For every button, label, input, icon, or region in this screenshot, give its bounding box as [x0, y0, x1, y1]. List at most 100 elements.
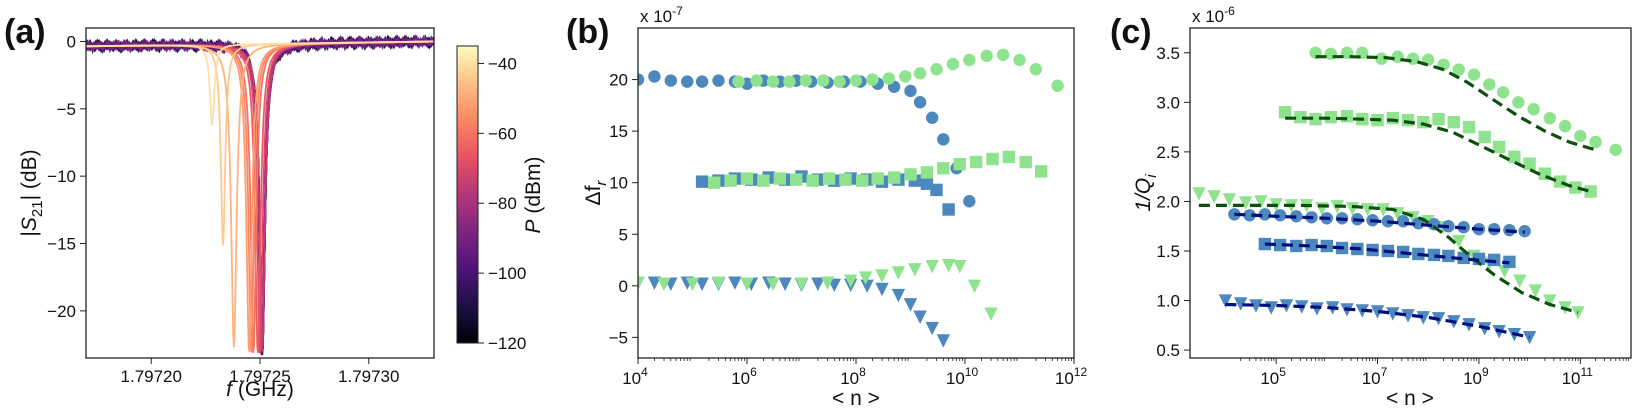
data-point-triangle [728, 276, 742, 290]
panel-c: (c) x 10-6 105 107 109 1011 0.5 1.0 1.5 2.0 2.5… [1110, 4, 1632, 410]
data-point-triangle [1218, 294, 1233, 308]
panel-a-y-ticks: 0 −5 −10 −15 −20 [47, 32, 86, 321]
data-point-triangle [766, 277, 780, 291]
data-point-triangle [953, 260, 967, 274]
panel-a-curves [86, 33, 434, 356]
data-point-circle [1483, 78, 1496, 91]
x-tick-label: 1012 [1055, 365, 1088, 388]
data-point-circle [980, 49, 993, 63]
fit-line [1234, 212, 1525, 234]
data-point-square [1492, 140, 1506, 154]
data-point-circle [1574, 129, 1587, 143]
data-point-circle [1512, 96, 1525, 109]
data-point-square [930, 183, 943, 197]
data-point-square [806, 174, 819, 187]
panel-b-label: (b) [566, 13, 609, 51]
y-tick-label: −5 [57, 100, 76, 119]
x-tick-label: 104 [622, 365, 648, 388]
panel-b-x-axis-label: < n > [832, 387, 880, 410]
data-point-circle [937, 133, 950, 146]
data-point-square [790, 173, 803, 186]
colorbar-label: P (dBm) [522, 156, 545, 233]
data-point-triangle [858, 271, 873, 285]
y-tick-label: 2.0 [1156, 192, 1180, 211]
data-point-circle [783, 75, 796, 88]
data-point-triangle [1310, 302, 1324, 316]
data-point-triangle [778, 277, 792, 291]
panel-c-x-axis-label: < n > [1386, 387, 1434, 410]
data-point-triangle [695, 277, 709, 291]
data-point-circle [638, 73, 645, 86]
colorbar-tick-label: −60 [488, 124, 517, 143]
data-point-circle [1527, 103, 1540, 116]
y-tick-label: 0 [67, 32, 76, 51]
data-point-triangle [1254, 195, 1268, 209]
panel-b: (b) x 10-7 104 106 108 1010 1012 −505101520 … [566, 4, 1087, 410]
fit-line [1285, 116, 1592, 194]
x-tick-label: 107 [1362, 365, 1388, 388]
panel-c-x-ticks: 105 107 109 1011 [1240, 358, 1630, 388]
markers-group [1192, 46, 1622, 345]
data-point-triangle [1233, 297, 1248, 311]
x-tick-label: 105 [1260, 365, 1286, 388]
data-point-square [1432, 112, 1445, 126]
trace-line [86, 40, 434, 125]
data-point-circle [1609, 143, 1622, 157]
data-point-triangle [891, 288, 906, 303]
panel-b-y-axis-label: Δfr [582, 180, 610, 206]
x-tick-label: 109 [1463, 365, 1489, 388]
data-point-triangle [685, 277, 700, 291]
data-point-triangle [740, 277, 754, 291]
panel-c-label: (c) [1110, 13, 1152, 51]
data-point-circle [648, 70, 661, 83]
data-point-triangle [1416, 311, 1431, 325]
data-point-circle [913, 67, 927, 80]
y-tick-label: 10 [609, 174, 628, 193]
data-point-square [839, 173, 852, 186]
data-point-square [937, 162, 950, 175]
data-point-triangle [936, 334, 951, 348]
data-point-square [1019, 155, 1032, 169]
data-point-triangle [903, 298, 918, 312]
colorbar-tick-label: −100 [488, 264, 526, 283]
data-point-square [920, 166, 934, 179]
y-tick-label: 0.5 [1156, 341, 1180, 360]
data-point-circle [1375, 52, 1388, 65]
x-tick-label: 1010 [946, 365, 979, 388]
data-point-triangle [1386, 307, 1400, 321]
data-point-circle [849, 74, 863, 87]
panel-c-frame [1189, 27, 1632, 359]
data-point-triangle [1522, 330, 1537, 345]
data-point-circle [1228, 208, 1241, 221]
y-tick-label: 5 [619, 225, 628, 244]
data-point-triangle [1222, 193, 1237, 207]
data-point-square [856, 174, 869, 187]
data-point-triangle [1513, 274, 1527, 288]
data-point-circle [1243, 209, 1256, 222]
data-point-circle [899, 70, 912, 83]
panel-b-y-ticks: −5 0 5 10 15 20 [609, 71, 638, 347]
panel-a-label: (a) [4, 13, 46, 51]
data-point-triangle [925, 321, 939, 336]
data-point-circle [816, 74, 830, 87]
data-point-square [1273, 238, 1287, 252]
colorbar-tick-label: −120 [488, 334, 526, 353]
data-point-square [695, 175, 709, 188]
panel-c-y-ticks: 0.5 1.0 1.5 2.0 2.5 3.0 3.5 [1156, 44, 1190, 360]
data-point-circle [1029, 63, 1043, 76]
data-point-triangle [844, 274, 858, 288]
data-point-square [942, 203, 955, 216]
data-point-triangle [711, 276, 726, 290]
data-point-triangle [1452, 234, 1466, 249]
data-point-circle [833, 75, 846, 88]
data-point-circle [664, 74, 678, 87]
y-tick-label: −5 [609, 328, 628, 347]
data-point-circle [1558, 119, 1572, 133]
data-point-triangle [1543, 294, 1557, 308]
fit-line [1264, 242, 1510, 265]
y-tick-label: 2.5 [1156, 143, 1180, 162]
data-point-triangle [925, 260, 939, 274]
data-point-triangle [811, 277, 825, 291]
x-tick-label: 1.79720 [121, 367, 182, 386]
